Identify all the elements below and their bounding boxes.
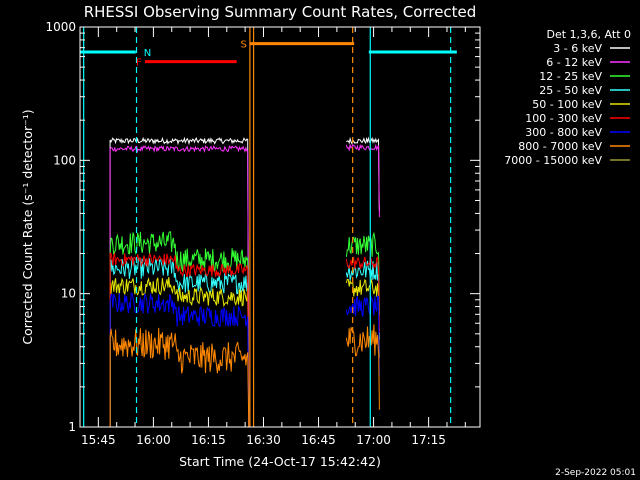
x-tick-label: 17:00 [356,433,391,447]
x-tick-label: 15:45 [81,433,116,447]
legend-label: 100 - 300 keV [525,112,602,125]
x-tick-label: 16:30 [246,433,281,447]
chart-title: RHESSI Observing Summary Count Rates, Co… [84,3,477,21]
series-line [109,136,250,428]
legend-header: Det 1,3,6, Att 0 [547,28,631,41]
flag-label: N [144,48,151,59]
legend-label: 7000 - 15000 keV [504,154,602,167]
legend-label: 300 - 800 keV [525,126,602,139]
y-tick-label: 100 [53,153,76,167]
series-line [345,295,380,377]
plot-frame [79,26,481,428]
legend-label: 800 - 7000 keV [518,140,602,153]
series-line [345,278,380,358]
series-line [109,252,250,428]
series-line [345,324,380,410]
legend-label: 12 - 25 keV [539,70,602,83]
y-tick-label: 1 [68,420,76,434]
series-line [345,231,380,316]
series-line [345,260,380,340]
series-line [345,143,380,218]
legend-label: 25 - 50 keV [539,84,602,97]
series-line [109,327,250,428]
legend-label: 50 - 100 keV [532,98,602,111]
x-axis-label: Start Time (24-Oct-17 15:42:42) [179,454,381,469]
series-line [109,145,250,428]
y-tick-label: 1000 [45,20,76,34]
y-tick-label: 10 [61,287,76,301]
footer-date: 2-Sep-2022 05:01 [555,468,636,478]
series-line [109,292,250,428]
flag-label: F [136,58,142,69]
x-tick-label: 16:00 [136,433,171,447]
series-line [109,277,250,428]
x-tick-label: 17:15 [411,433,446,447]
legend-label: 6 - 12 keV [546,56,602,69]
series-line [345,254,380,333]
x-tick-label: 16:15 [191,433,226,447]
x-tick-label: 16:45 [301,433,336,447]
flag-label: S [241,40,247,51]
legend-label: 3 - 6 keV [553,42,602,55]
y-axis-label: Corrected Count Rate (s⁻¹ detector⁻¹) [20,109,35,344]
